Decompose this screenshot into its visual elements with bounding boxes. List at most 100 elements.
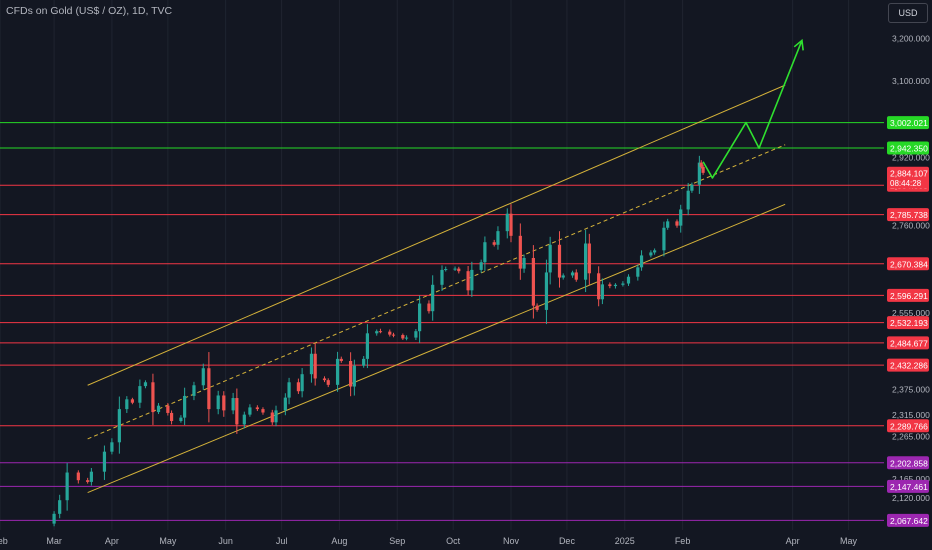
candle-body (483, 242, 487, 263)
candle-body (300, 374, 304, 392)
candle-body (686, 190, 690, 210)
candle-body (388, 331, 392, 335)
projection-line (702, 40, 803, 179)
candle-body (102, 451, 107, 472)
candle-body (138, 386, 142, 403)
candle-body (557, 244, 562, 278)
candle-body (296, 382, 300, 392)
candle-body (662, 227, 666, 251)
channel-midline (87, 144, 786, 440)
candle-body (675, 221, 679, 226)
candle-body (362, 358, 366, 366)
candle-body (349, 360, 353, 387)
candle-body (404, 337, 409, 339)
candle-body (544, 272, 549, 310)
candle-body (679, 209, 683, 226)
projection-path (702, 38, 804, 179)
trend-channel (87, 84, 786, 494)
time-axis[interactable]: Feb Mar Apr May Jun Jul Aug Sep Oct Nov Dec 2025 Feb… (0, 536, 858, 546)
candle-body (597, 273, 601, 300)
candle-body (600, 284, 604, 300)
candle-body (636, 267, 640, 277)
price-axis[interactable]: 3,200.000 3,100.000 2,920.000 2,760.000 2,55… (892, 33, 930, 503)
candlestick-series (52, 155, 705, 527)
level-price-label-bg (887, 456, 929, 470)
candle-body (207, 368, 211, 410)
x-tick-label: Dec (559, 536, 576, 546)
current-price-label: 2,884.107 (890, 168, 928, 178)
x-tick-label: 2025 (615, 536, 635, 546)
candle-body (470, 269, 474, 291)
candle-body (697, 162, 701, 185)
candle-body (255, 407, 259, 410)
channel-lower-line (87, 203, 786, 494)
candle-body (509, 213, 513, 236)
candle-body (453, 268, 457, 270)
candle-body (457, 268, 461, 272)
candle-body (444, 269, 448, 271)
candle-body (322, 378, 327, 381)
x-tick-label: May (159, 536, 177, 546)
candle-body (496, 231, 500, 245)
grid-lines (0, 0, 850, 530)
x-tick-label: Apr (105, 536, 119, 546)
candle-body (653, 250, 657, 253)
y-tick-label: 2,555.000 (892, 308, 930, 318)
level-price-label-bg (887, 257, 929, 271)
candle-body (626, 276, 631, 284)
y-tick-label: 2,375.000 (892, 385, 930, 395)
y-tick-label: 3,200.000 (892, 33, 930, 43)
y-tick-label: 2,920.000 (892, 153, 930, 163)
level-price-label-bg (887, 116, 929, 130)
candle-body (339, 358, 343, 361)
candle-body (117, 409, 121, 443)
level-price-label: 2,484.677 (890, 338, 928, 348)
candle-body (335, 358, 340, 385)
level-price-label: 2,596.291 (890, 291, 928, 301)
level-price-label-bg (887, 419, 929, 433)
candle-body (639, 255, 644, 268)
candle-body (414, 331, 418, 338)
x-tick-label: Feb (0, 536, 8, 546)
channel-upper-line (87, 84, 786, 386)
level-price-label: 2,067.642 (890, 516, 928, 526)
candle-body (270, 412, 274, 423)
y-tick-label: 2,165.000 (892, 474, 930, 484)
x-tick-label: Aug (331, 536, 347, 546)
current-price-badge-bg (887, 166, 929, 189)
candle-body (313, 353, 317, 379)
candle-body (166, 405, 170, 413)
candle-body (86, 480, 90, 482)
x-tick-label: Jul (276, 536, 288, 546)
candle-body (274, 410, 278, 423)
level-price-label: 2,670.384 (890, 259, 928, 269)
candle-body (201, 368, 205, 386)
x-tick-label: Jun (218, 536, 233, 546)
candle-body (365, 333, 370, 359)
currency-button[interactable]: USD (888, 3, 928, 23)
candle-body (587, 243, 591, 274)
candle-body (427, 303, 431, 312)
candle-body (76, 472, 80, 481)
candle-body (570, 272, 575, 276)
x-tick-label: Sep (389, 536, 405, 546)
candle-body (378, 331, 383, 333)
level-price-label-bg (887, 358, 929, 372)
candle-body (666, 221, 670, 228)
level-price-label: 2,289.766 (890, 421, 928, 431)
level-price-label-bg (887, 288, 929, 302)
candle-body (391, 334, 396, 336)
candle-body (125, 399, 129, 410)
candle-body (287, 382, 291, 398)
level-price-label: 2,785.738 (890, 210, 928, 220)
candle-body (479, 262, 483, 270)
candle-body (621, 283, 625, 285)
x-tick-label: Feb (675, 536, 691, 546)
candle-body (375, 331, 379, 334)
candle-body (561, 275, 565, 278)
candle-body (235, 398, 239, 425)
level-price-label: 2,942.350 (890, 143, 928, 153)
candle-body (261, 409, 265, 413)
candle-body (169, 412, 174, 422)
